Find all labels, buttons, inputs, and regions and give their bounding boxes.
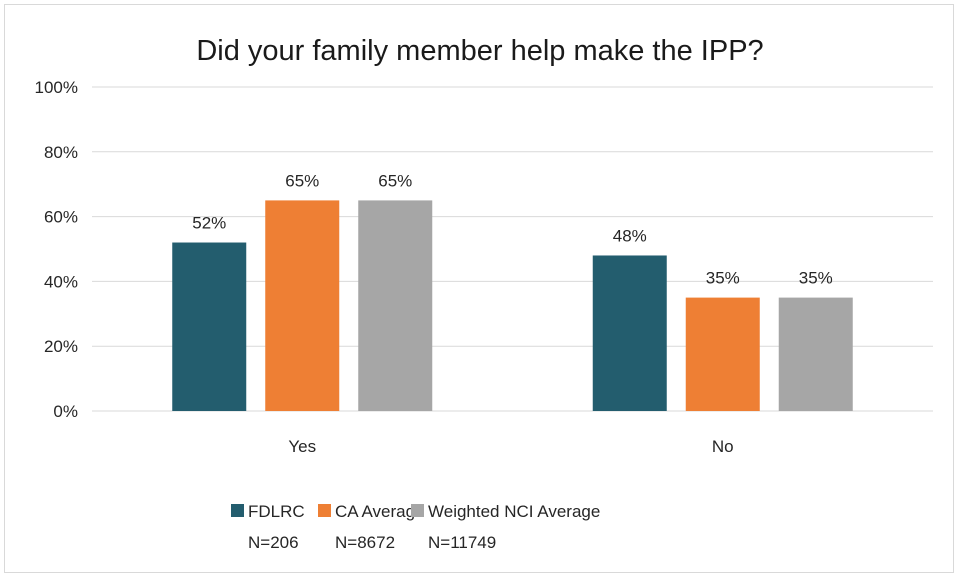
bars xyxy=(172,200,853,411)
bar-fdlrc-no xyxy=(592,255,667,411)
chart-title: Did your family member help make the IPP… xyxy=(196,35,763,67)
data-label: 48% xyxy=(613,226,647,245)
data-label: 35% xyxy=(706,269,740,288)
bar-ca-average-no xyxy=(685,297,760,411)
legend-sublabel: N=11749 xyxy=(428,533,496,552)
y-tick-label: 40% xyxy=(44,272,78,291)
bar-fdlrc-yes xyxy=(172,242,247,411)
legend-label: CA Average xyxy=(335,502,424,521)
data-label: 35% xyxy=(799,269,833,288)
data-label: 65% xyxy=(285,171,319,190)
chart-frame xyxy=(4,4,954,573)
y-axis-ticks: 0% 20% 40% 60% 80% 100% xyxy=(35,78,78,421)
legend-swatch xyxy=(231,504,244,517)
y-tick-label: 80% xyxy=(44,143,78,162)
data-label: 52% xyxy=(192,214,226,233)
bar-weighted-nci-average-yes xyxy=(358,200,433,411)
legend-swatch xyxy=(318,504,331,517)
legend-label: FDLRC xyxy=(248,502,305,521)
x-axis-categories: Yes No xyxy=(288,437,733,456)
legend-swatch xyxy=(411,504,424,517)
y-tick-label: 0% xyxy=(53,402,78,421)
data-label: 65% xyxy=(378,171,412,190)
legend-sublabel: N=8672 xyxy=(335,533,395,552)
bar-ca-average-yes xyxy=(265,200,340,411)
category-label: Yes xyxy=(288,437,316,456)
legend-sublabel: N=206 xyxy=(248,533,299,552)
y-tick-label: 60% xyxy=(44,208,78,227)
data-labels: 52% 65% 65% 48% 35% 35% xyxy=(192,171,833,287)
y-tick-label: 20% xyxy=(44,337,78,356)
legend: FDLRC N=206 CA Average N=8672 Weighted NCI A… xyxy=(231,502,600,552)
y-tick-label: 100% xyxy=(35,78,78,97)
legend-label: Weighted NCI Average xyxy=(428,502,600,521)
bar-weighted-nci-average-no xyxy=(778,297,853,411)
category-label: No xyxy=(712,437,734,456)
